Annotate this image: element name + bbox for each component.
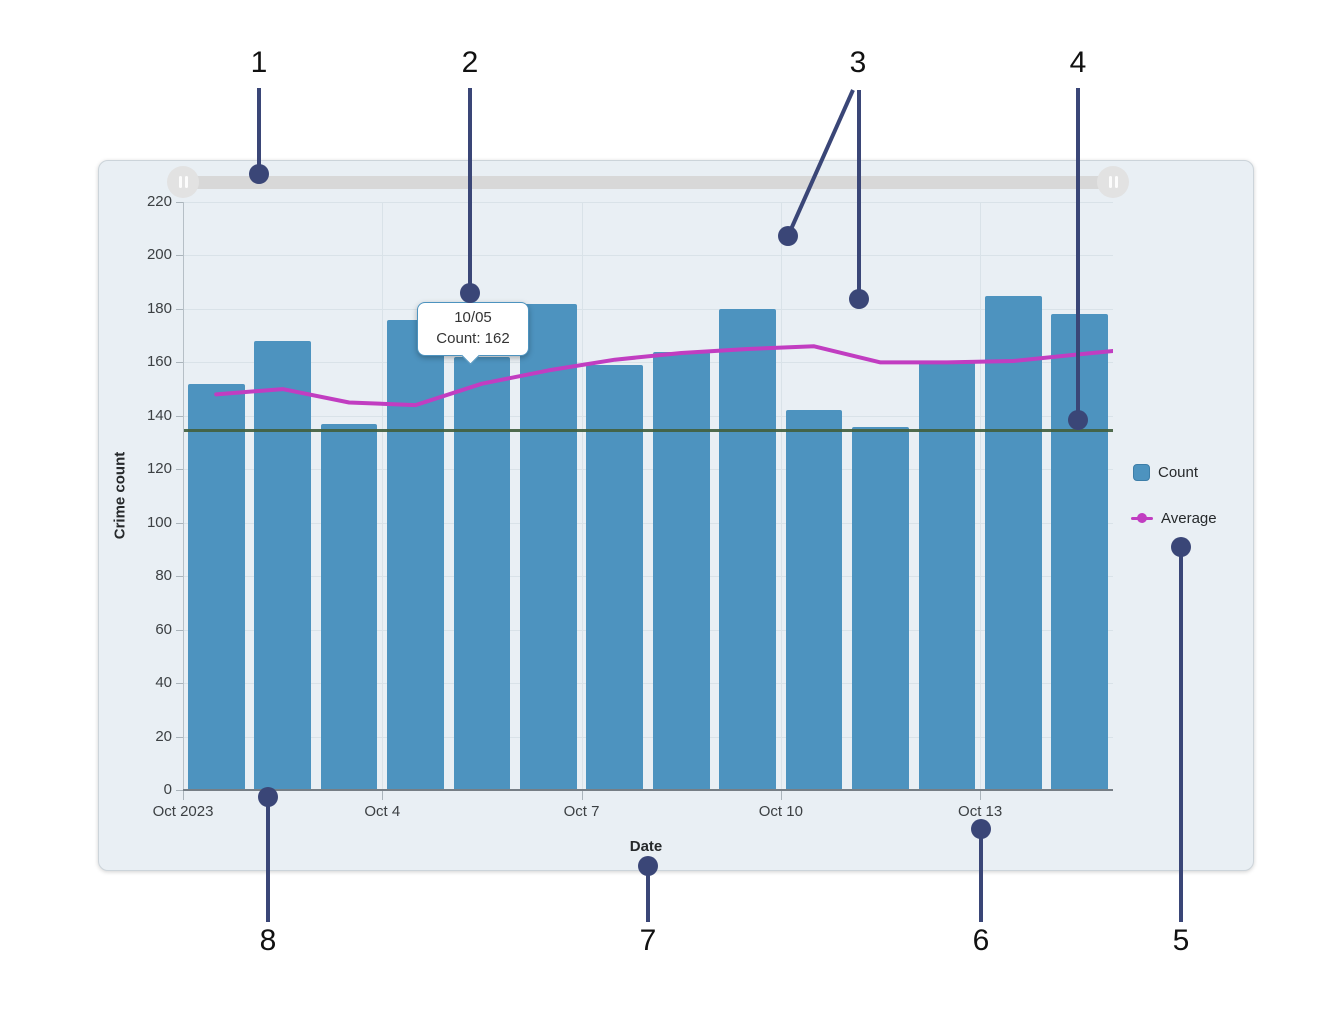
y-tick-mark (176, 629, 183, 631)
x-tick-mark (581, 791, 583, 800)
x-gridline (382, 202, 384, 790)
legend-item-average[interactable]: Average (1131, 508, 1217, 528)
y-tick-mark (176, 362, 183, 364)
time-range-slider-track[interactable] (183, 176, 1113, 189)
x-tick-label: Oct 13 (958, 803, 1003, 820)
bar-count[interactable] (719, 308, 777, 790)
legend-label-average: Average (1161, 509, 1217, 527)
grip-pause-icon (184, 176, 188, 188)
y-tick-label: 140 (146, 406, 172, 424)
y-tick-mark (176, 683, 183, 685)
y-tick-label: 40 (155, 674, 172, 692)
legend-item-count[interactable]: Count (1133, 462, 1198, 482)
y-gridline (183, 415, 1113, 417)
x-tick-label: Oct 7 (563, 803, 600, 820)
y-tick-label: 200 (146, 246, 172, 264)
y-tick-mark (176, 736, 183, 738)
x-tick-label: Oct 10 (758, 803, 803, 820)
grip-pause-icon (1108, 176, 1112, 188)
bar-count[interactable] (652, 351, 710, 790)
x-gridline (581, 202, 583, 790)
tooltip-date: 10/05 (454, 309, 492, 326)
x-axis-line (183, 789, 1113, 791)
average-line (214, 344, 1113, 408)
y-tick-mark (176, 576, 183, 578)
y-tick-mark (176, 790, 183, 791)
x-gridline (780, 202, 782, 790)
bar-count[interactable] (984, 295, 1042, 790)
average-marker-icon (1131, 513, 1153, 523)
y-gridline (183, 683, 1113, 685)
x-tick-mark (183, 791, 184, 800)
y-gridline (183, 362, 1113, 364)
grip-pause-icon (178, 176, 182, 188)
guide-line (183, 429, 1113, 433)
x-axis-title: Date (629, 838, 663, 855)
y-tick-label: 220 (146, 193, 172, 210)
callout-label-4: 4 (1069, 46, 1087, 79)
callout-label-2: 2 (461, 46, 479, 79)
y-gridline (183, 629, 1113, 631)
y-tick-label: 160 (146, 353, 172, 371)
callout-label-1: 1 (250, 46, 268, 79)
bar-count[interactable] (785, 410, 843, 790)
y-tick-label: 20 (155, 727, 172, 745)
y-tick-label: 0 (163, 781, 172, 798)
x-tick-mark (780, 791, 782, 800)
bar-count[interactable] (519, 303, 577, 790)
y-tick-mark (176, 255, 183, 257)
y-gridline (183, 308, 1113, 310)
slider-handle-right[interactable] (1097, 166, 1129, 198)
x-tick-mark (382, 791, 384, 800)
y-tick-mark (176, 522, 183, 524)
y-tick-label: 80 (155, 567, 172, 585)
legend-label-count: Count (1158, 463, 1199, 481)
x-gridline (980, 202, 982, 790)
bar-count[interactable] (187, 383, 245, 790)
y-tick-label: 60 (155, 620, 172, 638)
grip-pause-icon (1114, 176, 1118, 188)
y-gridline (183, 469, 1113, 471)
callout-label-7: 7 (639, 924, 657, 957)
average-line-layer (214, 344, 1113, 408)
callout-label-3: 3 (849, 46, 867, 79)
y-gridline (183, 522, 1113, 524)
slider-handle-left[interactable] (167, 166, 199, 198)
bar-count[interactable] (852, 426, 909, 790)
y-axis-title: Crime count (111, 451, 129, 540)
y-gridline (183, 202, 1113, 203)
x-tick-label: Oct 2023 (152, 803, 214, 820)
bar-count[interactable] (586, 365, 644, 790)
y-tick-mark (176, 469, 183, 471)
y-tick-mark (176, 415, 183, 417)
x-tick-label: Oct 4 (364, 803, 401, 820)
callout-label-6: 6 (972, 924, 990, 957)
y-axis-line (183, 202, 184, 790)
y-tick-label: 100 (146, 513, 172, 531)
bar-count[interactable] (918, 362, 976, 790)
bar-count[interactable] (320, 423, 378, 790)
y-tick-mark (176, 202, 183, 203)
bar-count[interactable] (254, 340, 312, 790)
y-gridline (183, 255, 1113, 257)
plot-area (183, 202, 1113, 790)
y-gridline (183, 576, 1113, 578)
tooltip: 10/05 Count: 162 (417, 302, 529, 365)
y-tick-mark (176, 308, 183, 310)
callout-label-5: 5 (1172, 924, 1190, 957)
x-tick-mark (980, 791, 982, 800)
y-tick-label: 180 (146, 299, 172, 317)
callout-label-8: 8 (259, 924, 277, 957)
count-swatch-icon (1133, 463, 1150, 481)
y-tick-label: 120 (146, 460, 172, 478)
tooltip-value: Count: 162 (436, 330, 510, 347)
y-gridline (183, 736, 1113, 738)
